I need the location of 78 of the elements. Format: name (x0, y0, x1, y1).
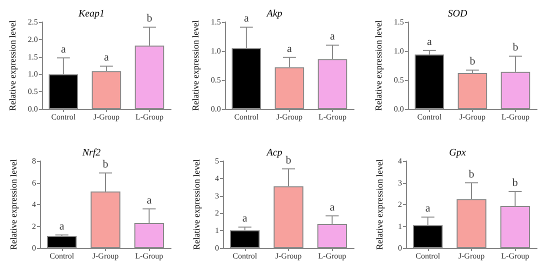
y-tick-label: 0.0 (210, 104, 221, 114)
y-tick-label: 0 (398, 244, 402, 252)
y-tick-label: 5 (215, 156, 219, 166)
y-tick-label: 2 (398, 200, 402, 209)
y-tick-label: 1 (398, 222, 402, 231)
annotation: a (330, 201, 335, 214)
annotation: b (512, 176, 518, 189)
y-tick-label: 0.5 (210, 76, 221, 84)
y-tick-label: 0.5 (394, 76, 404, 84)
x-tick-label: Control (417, 112, 442, 122)
chart-title: Nrf2 (81, 148, 101, 158)
y-tick-label: 3 (215, 191, 219, 200)
x-tick-label: J-Group (276, 112, 303, 122)
x-tick-label: L-Group (135, 252, 164, 260)
x-tick-label: J-Group (275, 252, 302, 260)
y-tick-label: 1.5 (28, 52, 38, 62)
x-tick-label: Control (416, 252, 441, 260)
annotation: b (146, 12, 153, 25)
y-tick-label: 4 (215, 174, 219, 183)
annotation: a (287, 42, 292, 55)
annotation: a (244, 12, 249, 25)
annotation: a (59, 220, 64, 232)
x-tick-label: L-Group (318, 112, 346, 122)
y-tick-label: 2 (32, 222, 36, 231)
annotation: a (330, 30, 336, 43)
y-axis-title: Relative expression level (192, 158, 202, 250)
x-tick-label: L-Group (318, 252, 346, 260)
annotation: b (102, 158, 109, 170)
annotation: b (470, 56, 476, 68)
y-axis-title: Relative expression level (374, 158, 384, 250)
y-tick-label: 6 (32, 178, 36, 188)
x-tick-label: J-Group (93, 112, 120, 122)
y-tick-label: 0.0 (28, 104, 38, 114)
y-axis-title: Relative expression level (374, 20, 384, 111)
y-tick-label: 2.5 (28, 18, 38, 26)
x-tick-label: L-Group (135, 112, 164, 122)
chart-title: Acp (266, 148, 282, 158)
annotation: a (146, 194, 152, 206)
x-tick-label: J-Group (458, 252, 485, 260)
x-tick-label: Control (232, 252, 258, 260)
chart-title: Gpx (449, 148, 466, 158)
chart-title: SOD (448, 8, 468, 20)
annotation: b (512, 42, 519, 54)
y-tick-label: 1.0 (210, 46, 221, 56)
y-tick-label: 4 (398, 156, 402, 166)
y-tick-label: 0 (32, 244, 36, 252)
y-tick-label: 3 (398, 178, 402, 188)
annotation: b (286, 154, 292, 166)
y-tick-label: 4 (32, 200, 36, 209)
y-tick-label: 8 (32, 156, 36, 166)
chart-title: Akp (266, 8, 282, 20)
y-tick-label: 0.5 (28, 87, 38, 96)
y-tick-label: 0.0 (394, 104, 404, 114)
annotation: a (60, 43, 66, 56)
y-tick-label: 1.5 (394, 18, 404, 26)
x-tick-label: Control (50, 252, 75, 260)
x-tick-label: L-Group (501, 112, 530, 122)
chart-title: Keap1 (77, 8, 105, 20)
x-tick-label: J-Group (459, 112, 486, 122)
y-tick-label: 1 (215, 226, 219, 236)
x-tick-label: Control (51, 112, 76, 122)
x-tick-label: Control (234, 112, 260, 122)
y-axis-title: Relative expression level (8, 158, 18, 250)
annotation: a (426, 36, 432, 48)
x-tick-label: L-Group (501, 252, 530, 260)
y-tick-label: 2 (215, 208, 219, 218)
y-tick-label: 1.0 (394, 46, 404, 56)
y-tick-label: 1.5 (210, 18, 221, 26)
y-tick-label: 1.0 (28, 70, 38, 79)
y-axis-title: Relative expression level (8, 20, 18, 111)
x-tick-label: J-Group (92, 252, 119, 260)
y-tick-label: 2.0 (28, 34, 38, 44)
y-axis-title: Relative expression level (190, 20, 200, 111)
annotation: a (104, 52, 110, 64)
y-tick-label: 0 (215, 244, 219, 252)
annotation: a (242, 212, 248, 225)
annotation: a (425, 202, 430, 215)
annotation: b (468, 168, 475, 180)
